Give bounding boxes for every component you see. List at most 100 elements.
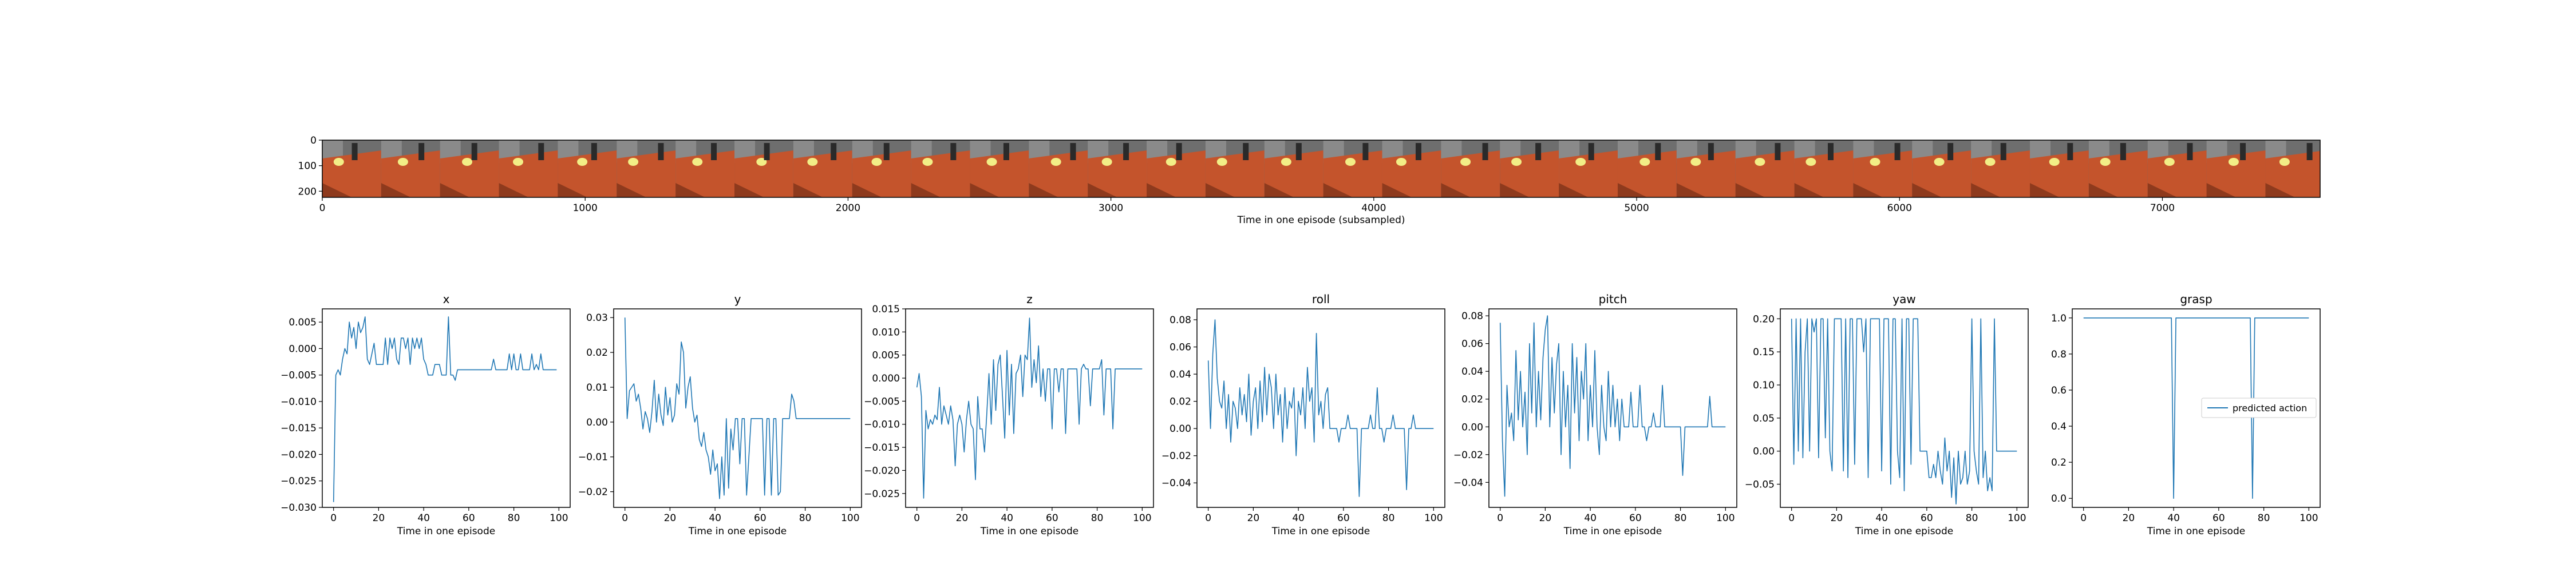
image-strip-x-tick-label: 5000 bbox=[1624, 202, 1649, 214]
y-tick-label: −0.030 bbox=[280, 502, 317, 514]
frame-object bbox=[986, 158, 997, 166]
frame-table-shadow bbox=[852, 183, 882, 197]
frame-table-shadow bbox=[617, 183, 646, 197]
frame-table-shadow bbox=[1088, 183, 1117, 197]
panel-y: y 0 20 40 60 80 100 0.03 0.02 0.01 0.00 −0.01 −0.02 T… bbox=[578, 292, 862, 537]
series-line bbox=[1791, 318, 2017, 505]
image-strip-x-tick-label: 6000 bbox=[1887, 202, 1912, 214]
frame-object bbox=[1690, 158, 1701, 166]
frame-gripper bbox=[1708, 143, 1714, 160]
image-strip-x-ticks: 0 1000 2000 3000 4000 5000 6000 7000 bbox=[319, 197, 2175, 214]
frame-object bbox=[1345, 158, 1356, 166]
legend-label: predicted action bbox=[2233, 403, 2307, 414]
y-tick-label: −0.015 bbox=[280, 423, 317, 434]
frame-table bbox=[2030, 150, 2089, 197]
frame-object bbox=[807, 158, 818, 166]
y-tick-label: −0.020 bbox=[864, 465, 900, 476]
x-tick-label: 80 bbox=[799, 513, 812, 524]
y-tick-label: 0.02 bbox=[1170, 396, 1191, 408]
image-strip-frame bbox=[2265, 140, 2320, 197]
frame-table-shadow bbox=[1853, 183, 1883, 197]
x-tick-label: 80 bbox=[1674, 513, 1687, 524]
frame-object bbox=[1511, 158, 1522, 166]
image-strip-y-tick-label: 200 bbox=[298, 186, 317, 197]
frame-table-shadow bbox=[1323, 183, 1353, 197]
x-tick-label: 0 bbox=[914, 513, 920, 524]
image-strip-frame bbox=[2088, 140, 2148, 197]
x-tick-label: 60 bbox=[463, 513, 475, 524]
x-tick-label: 60 bbox=[1046, 513, 1058, 524]
frame-object bbox=[1460, 158, 1471, 166]
panel-grasp: grasp 0 20 40 60 80 100 1.0 0.8 0.6 0.4 0.2 0.0 Time … bbox=[2051, 292, 2321, 537]
y-tick-label: 0.15 bbox=[1753, 347, 1775, 358]
image-strip-frame bbox=[558, 140, 618, 197]
frame-table-shadow bbox=[440, 183, 470, 197]
image-strip-frame bbox=[852, 140, 912, 197]
y-tick-label: −0.015 bbox=[864, 442, 900, 454]
frame-gripper bbox=[1482, 143, 1488, 160]
frame-table-shadow bbox=[2265, 183, 2295, 197]
frame-table bbox=[1912, 150, 1971, 197]
action-panels: x0 20 40 60 80 1000.0050.000−0.005−0.010−0.01… bbox=[280, 292, 2321, 537]
x-tick-label: 20 bbox=[373, 513, 385, 524]
panel-yaw: yaw 0 20 40 60 80 100 0.20 0.15 0.10 0.05 0.00 −0.05… bbox=[1745, 292, 2029, 537]
frame-gripper bbox=[1894, 143, 1901, 160]
frame-object bbox=[1216, 158, 1227, 166]
image-strip-frame bbox=[1735, 140, 1795, 197]
x-tick-label: 20 bbox=[1247, 513, 1260, 524]
x-tick-label: 100 bbox=[550, 513, 568, 524]
frame-table bbox=[675, 150, 735, 197]
image-strip-frame bbox=[322, 140, 382, 197]
y-tick-label: 0.06 bbox=[1170, 342, 1191, 353]
frame-table-shadow bbox=[1971, 183, 2001, 197]
image-strip-frame bbox=[1088, 140, 1148, 197]
frame-object bbox=[1575, 158, 1586, 166]
y-tick-label: 0.00 bbox=[1753, 446, 1775, 458]
x-tick-label: 80 bbox=[1966, 513, 1978, 524]
frame-object bbox=[922, 158, 933, 166]
panel-title: grasp bbox=[2180, 292, 2212, 306]
x-tick-label: 80 bbox=[2258, 513, 2270, 524]
frame-gripper bbox=[2120, 143, 2126, 160]
x-tick-label: 20 bbox=[1539, 513, 1552, 524]
frame-table-shadow bbox=[1382, 183, 1412, 197]
y-tick-label: −0.02 bbox=[1161, 451, 1191, 462]
image-strip-frame bbox=[1559, 140, 1618, 197]
image-strip-frame bbox=[2147, 140, 2207, 197]
frame-table-shadow bbox=[1735, 183, 1765, 197]
y-tick-label: 0.20 bbox=[1753, 313, 1775, 325]
y-tick-label: 0.015 bbox=[872, 304, 900, 315]
panel-roll: roll 0 20 40 60 80 100 0.08 0.06 0.04 0.02 0.00 −0.0… bbox=[1161, 292, 1445, 537]
y-tick-label: −0.010 bbox=[280, 396, 317, 408]
y-tick-label: −0.025 bbox=[864, 488, 900, 500]
x-tick-label: 100 bbox=[2008, 513, 2026, 524]
x-tick-label: 40 bbox=[1292, 513, 1305, 524]
frame-table-shadow bbox=[1676, 183, 1706, 197]
frame-table bbox=[2265, 151, 2320, 197]
image-strip-frame-border bbox=[322, 140, 2321, 198]
frame-table-shadow bbox=[1617, 183, 1647, 197]
image-strip-frame bbox=[617, 140, 677, 197]
frame-gripper bbox=[764, 143, 770, 160]
legend-box bbox=[2201, 398, 2317, 418]
image-strip-x-tick-label: 4000 bbox=[1361, 202, 1386, 214]
y-tick-label: 0.2 bbox=[2051, 457, 2067, 468]
axes-frame bbox=[1780, 308, 2029, 508]
panel-title: yaw bbox=[1893, 292, 1915, 306]
x-tick-label: 20 bbox=[2123, 513, 2135, 524]
frame-gripper bbox=[2187, 143, 2193, 160]
frame-table-shadow bbox=[2088, 183, 2119, 197]
y-tick-label: −0.005 bbox=[280, 370, 317, 382]
panel-title: y bbox=[734, 292, 741, 306]
x-tick-label: 0 bbox=[1497, 513, 1503, 524]
y-tick-label: −0.04 bbox=[1161, 478, 1191, 489]
series-line bbox=[916, 317, 1143, 499]
y-tick-label: −0.04 bbox=[1453, 477, 1483, 488]
y-tick-label: 0.4 bbox=[2051, 421, 2067, 432]
image-strip-frame bbox=[1971, 140, 2031, 197]
frame-table bbox=[1147, 150, 1206, 197]
image-strip-x-tick-label: 1000 bbox=[573, 202, 598, 214]
frame-gripper bbox=[1176, 143, 1182, 160]
y-tick-label: −0.02 bbox=[1453, 450, 1483, 461]
frame-object bbox=[1805, 158, 1816, 166]
